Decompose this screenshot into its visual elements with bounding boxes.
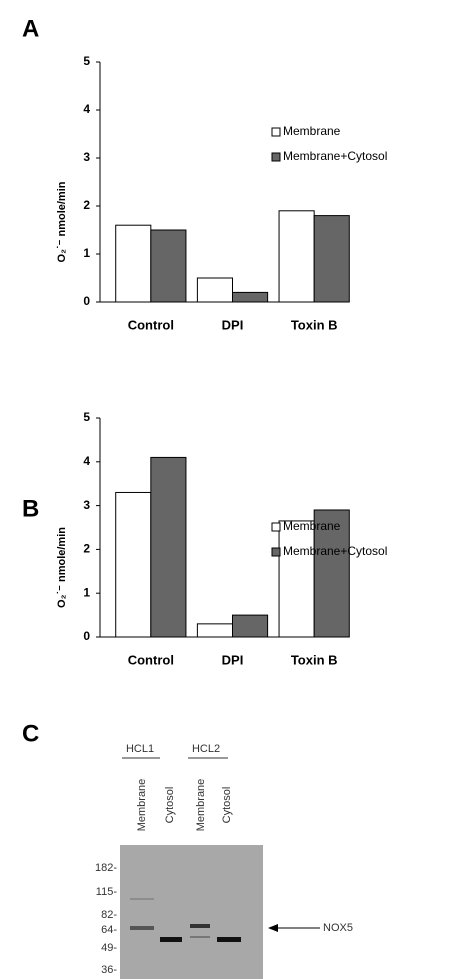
bar xyxy=(151,457,186,637)
band xyxy=(190,936,210,938)
marker-label: 49- xyxy=(101,942,117,954)
legend-swatch xyxy=(272,523,280,531)
lane-label: Cytosol xyxy=(164,787,176,824)
bar xyxy=(151,230,186,302)
bar xyxy=(279,211,314,302)
marker-label: 115- xyxy=(96,886,118,898)
y-axis-label: O₂˙⁻ nmole/min xyxy=(56,527,68,608)
band xyxy=(217,937,241,942)
y-tick-label: 5 xyxy=(83,410,90,424)
x-tick-label: Control xyxy=(128,317,174,332)
lane-label: Cytosol xyxy=(221,787,233,824)
band xyxy=(190,924,210,928)
marker-label: 64- xyxy=(101,924,117,936)
group-label: HCL1 xyxy=(126,743,154,755)
y-tick-label: 4 xyxy=(83,454,90,468)
y-axis-label: O₂˙⁻ nmole/min xyxy=(56,181,68,262)
x-tick-label: DPI xyxy=(222,652,244,667)
lane-label: Membrane xyxy=(136,779,148,832)
y-tick-label: 1 xyxy=(83,246,90,260)
legend-label: Membrane+Cytosol xyxy=(283,544,387,558)
y-tick-label: 4 xyxy=(83,102,90,116)
panel-label: C xyxy=(22,720,39,747)
blot-image xyxy=(120,845,263,979)
y-tick-label: 2 xyxy=(83,198,90,212)
marker-label: 36- xyxy=(101,964,117,976)
legend-swatch xyxy=(272,548,280,556)
legend-swatch xyxy=(272,153,280,161)
arrow-head xyxy=(268,924,278,932)
x-tick-label: Toxin B xyxy=(291,317,338,332)
legend-label: Membrane+Cytosol xyxy=(283,149,387,163)
x-tick-label: Control xyxy=(128,652,174,667)
legend-swatch xyxy=(272,128,280,136)
y-tick-label: 3 xyxy=(83,498,90,512)
bar xyxy=(279,521,314,637)
y-tick-label: 2 xyxy=(83,542,90,556)
bar xyxy=(116,225,151,302)
band xyxy=(130,926,154,930)
bar xyxy=(314,216,349,302)
legend-label: Membrane xyxy=(283,124,341,138)
y-tick-label: 1 xyxy=(83,585,90,599)
y-tick-label: 0 xyxy=(83,629,90,643)
band xyxy=(130,898,154,900)
bar xyxy=(116,492,151,637)
panel-label: B xyxy=(22,495,39,522)
x-tick-label: Toxin B xyxy=(291,652,338,667)
band-label: NOX5 xyxy=(323,922,353,934)
x-tick-label: DPI xyxy=(222,317,244,332)
lane-label: Membrane xyxy=(195,779,207,832)
bar xyxy=(197,624,232,637)
group-label: HCL2 xyxy=(192,743,220,755)
y-tick-label: 5 xyxy=(83,54,90,68)
panel-label: A xyxy=(22,15,39,42)
band xyxy=(160,937,182,942)
marker-label: 82- xyxy=(101,909,117,921)
marker-label: 182- xyxy=(95,862,117,874)
bar xyxy=(233,292,268,302)
y-tick-label: 3 xyxy=(83,150,90,164)
y-tick-label: 0 xyxy=(83,294,90,308)
legend-label: Membrane xyxy=(283,519,341,533)
figure: C HCL1 HCL2 Membrane Cytosol Membrane Cy… xyxy=(0,0,460,979)
bar xyxy=(197,278,232,302)
bar xyxy=(233,615,268,637)
